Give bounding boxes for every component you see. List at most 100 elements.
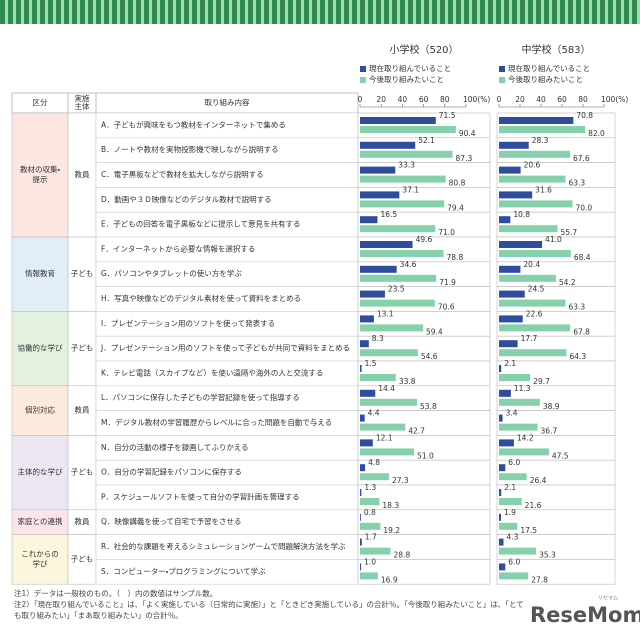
value-label: 1.7 [365,533,377,542]
category-cell [11,435,69,511]
row-band [357,360,491,387]
row-band [357,211,491,238]
row-band [357,534,491,560]
bar [360,398,418,406]
row-band [357,385,491,411]
x-tick-label: 0 [358,95,363,104]
category-label: 提示 [33,174,48,184]
bar [499,241,543,248]
category-cell [11,236,69,312]
chart-title: 小学校（520） [389,43,458,56]
value-label: 28.8 [394,551,411,560]
bar [499,150,570,158]
actor-cell [67,534,97,585]
bar [499,439,514,447]
value-label: 59.4 [426,327,443,336]
bar [360,126,456,133]
value-label: 20.6 [524,161,541,170]
value-label: 12.1 [376,433,393,442]
value-label: 11.3 [514,384,531,393]
row-band [357,335,491,362]
item-label: G．パソコンやタブレットの使い方を学ぶ [101,268,242,278]
value-label: 17.5 [520,526,537,535]
bar [499,290,525,298]
bar [499,547,537,555]
row-band [496,261,616,287]
bar [499,225,558,233]
row-band [496,410,616,436]
bar [499,315,523,323]
bar [360,200,445,208]
value-label: 4.4 [368,409,380,418]
bar [499,423,538,431]
value-label: 38.9 [543,402,560,411]
value-label: 27.8 [531,575,548,584]
item-cell [95,335,359,362]
actor-cell [67,385,97,436]
bar [360,340,369,348]
note: 注1）データは一般校のもの。（ ）内の数値はサンプル数。 [14,588,217,598]
bar [360,513,361,521]
bar [360,225,436,233]
bar [360,389,376,397]
value-label: 1.9 [504,508,516,517]
item-label: K．テレビ電話（スカイプなど）を使い遠隔や海外の人と交流する [101,367,323,377]
bar [360,374,396,381]
value-label: 16.5 [380,210,397,219]
value-label: 53.8 [420,402,437,411]
actor-cell [67,236,97,312]
bar [360,191,400,199]
note: も取り組みたい」「まあ取り組みたい」の合計％。 [14,610,183,620]
row-band [496,559,616,585]
x-tick-label: 40 [398,95,408,104]
value-label: 49.6 [416,235,433,244]
bar [499,522,518,530]
bar [499,126,586,133]
value-label: 14.4 [378,384,395,393]
value-label: 71.9 [439,278,456,287]
item-cell [95,484,359,511]
header-band [0,0,640,24]
legend-label: 現在取り組んでいること [369,63,451,73]
row-band [357,509,491,535]
row-band [357,187,491,213]
header-label: 取り組み内容 [205,97,250,107]
value-label: 27.3 [392,476,409,485]
category-label: 個別対応 [25,405,55,415]
value-label: 8.3 [372,334,384,343]
category-label: 協働的な学び [18,343,63,353]
item-label: C．電子黒板などで教材を拡大しながら説明する [101,169,264,179]
x-tick-label: 20 [376,95,386,104]
legend-swatch [360,77,366,83]
item-label: H．写真や映像などのデジタル素材を使って資料をまとめる [101,293,301,303]
actor-label: 子ども [71,468,94,477]
category-cell [11,112,69,238]
row-band [496,459,616,486]
value-label: 80.8 [449,179,466,188]
row-band [357,435,491,461]
value-label: 23.5 [388,285,405,294]
value-label: 52.1 [418,136,435,145]
value-label: 13.1 [377,309,394,318]
item-label: D．動画や３Ｄ映像などのデジタル教材で説明する [101,194,272,204]
actor-label: 子ども [71,554,94,563]
bar [499,349,567,357]
item-label: S．コンピューター・プログラミングについて学ぶ [101,566,266,576]
bar [499,374,531,381]
value-label: 33.3 [398,161,415,170]
value-label: 21.6 [525,501,542,510]
x-tick-label: 100(%) [463,95,490,104]
legend-label: 今後取り組みたいこと [508,74,583,84]
category-cell [11,311,69,387]
bar [360,365,362,372]
value-label: 54.6 [421,352,438,361]
item-label: F．インターネットから必要な情報を選択する [101,243,255,253]
value-label: 31.6 [535,185,552,194]
category-label: これからの [21,549,59,558]
value-label: 19.2 [383,526,400,535]
category-label: 家庭との連携 [18,516,63,526]
row-band [496,385,616,411]
bar [499,473,527,481]
bar [360,290,385,298]
